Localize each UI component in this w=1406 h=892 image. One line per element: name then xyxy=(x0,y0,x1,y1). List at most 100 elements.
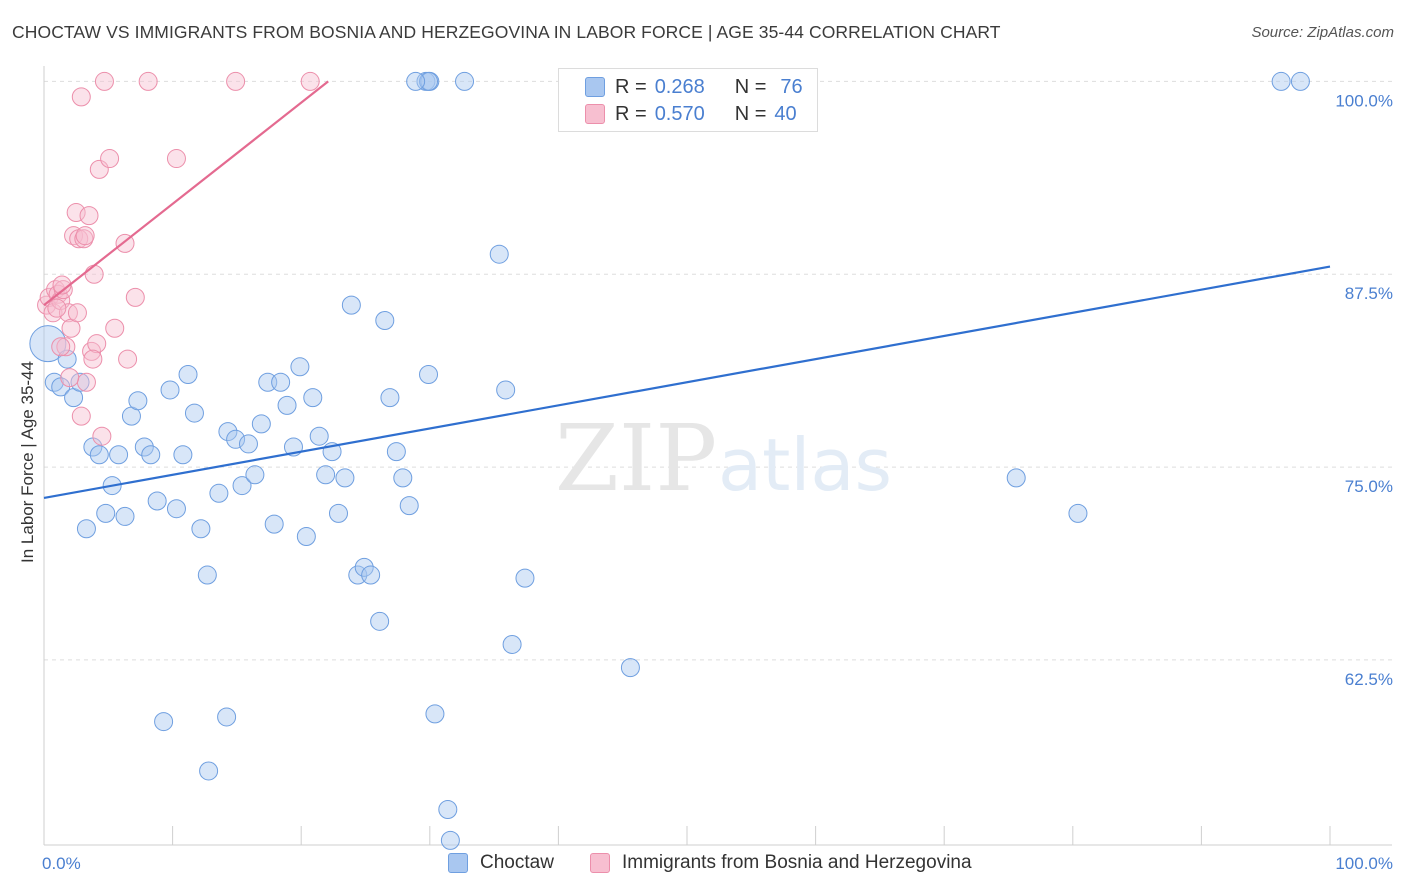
watermark: ZIP atlas xyxy=(555,405,892,512)
point-bosnia xyxy=(74,229,94,249)
point-choctaw xyxy=(154,712,174,732)
point-choctaw xyxy=(128,391,148,411)
point-choctaw xyxy=(375,311,395,331)
point-choctaw xyxy=(361,565,381,585)
point-choctaw xyxy=(440,830,460,850)
point-choctaw xyxy=(191,519,211,539)
point-choctaw xyxy=(328,503,348,523)
point-choctaw xyxy=(197,565,217,585)
y-tick-label: 62.5% xyxy=(1345,670,1393,689)
bottom-legend-swatch-bosnia xyxy=(590,853,610,873)
legend-n-label: N = xyxy=(734,102,767,125)
point-choctaw xyxy=(70,372,90,392)
bottom-legend-label-choctaw: Choctaw xyxy=(480,852,554,873)
legend-r-label: R = xyxy=(615,75,647,98)
point-choctaw xyxy=(489,244,509,264)
point-bosnia xyxy=(66,203,86,223)
point-choctaw xyxy=(316,465,336,485)
point-choctaw xyxy=(393,468,413,488)
point-choctaw xyxy=(290,357,310,377)
point-choctaw xyxy=(271,372,291,392)
point-choctaw xyxy=(178,365,198,385)
point-choctaw xyxy=(209,483,229,503)
point-choctaw xyxy=(309,426,329,446)
y-tick-label: 75.0% xyxy=(1345,477,1393,496)
tick-labels: 62.5% 75.0% 87.5% 100.0% 0.0% 100.0% xyxy=(42,91,1393,873)
point-choctaw xyxy=(386,442,406,462)
y-tick-label: 100.0% xyxy=(1335,91,1393,110)
legend-row-bosnia: R = 0.570 N = 40 xyxy=(585,101,797,127)
point-choctaw xyxy=(226,429,246,449)
point-choctaw xyxy=(1068,503,1088,523)
point-bosnia xyxy=(138,71,158,91)
legend-row-choctaw: R = 0.268 N = 76 xyxy=(585,74,803,100)
legend-n-value-bosnia: 40 xyxy=(774,102,797,125)
point-bosnia xyxy=(105,318,125,338)
point-choctaw xyxy=(335,468,355,488)
point-choctaw xyxy=(370,611,390,631)
point-choctaw xyxy=(515,568,535,588)
point-choctaw xyxy=(218,422,238,442)
legend-r-value-bosnia: 0.570 xyxy=(654,102,705,125)
point-choctaw xyxy=(380,388,400,408)
point-choctaw xyxy=(1006,468,1026,488)
point-choctaw xyxy=(184,403,204,423)
trend-line-bosnia xyxy=(43,80,329,306)
point-choctaw xyxy=(29,325,67,363)
watermark-atlas: atlas xyxy=(718,423,892,507)
point-bosnia xyxy=(67,303,87,323)
point-bosnia xyxy=(60,368,80,388)
scatter-points xyxy=(29,71,1310,850)
point-bosnia xyxy=(56,337,76,357)
point-choctaw xyxy=(455,71,475,91)
point-choctaw xyxy=(76,519,96,539)
point-bosnia xyxy=(100,149,120,169)
bottom-legend-label-bosnia: Immigrants from Bosnia and Herzegovina xyxy=(622,852,972,873)
point-bosnia xyxy=(51,337,71,357)
point-choctaw xyxy=(238,434,258,454)
point-choctaw xyxy=(620,658,640,678)
point-choctaw xyxy=(147,491,167,511)
point-choctaw xyxy=(496,380,516,400)
trend-lines xyxy=(43,80,1331,500)
point-bosnia xyxy=(87,334,107,354)
x-tick-label-end: 100.0% xyxy=(1335,854,1393,873)
point-bosnia xyxy=(64,226,84,246)
point-choctaw xyxy=(406,71,426,91)
point-choctaw xyxy=(141,445,161,465)
point-bosnia xyxy=(47,298,67,318)
point-choctaw xyxy=(303,388,323,408)
grid-lines xyxy=(44,80,1392,661)
point-choctaw xyxy=(199,761,219,781)
point-bosnia xyxy=(118,349,138,369)
point-choctaw xyxy=(89,445,109,465)
chart-title: CHOCTAW VS IMMIGRANTS FROM BOSNIA AND HE… xyxy=(12,22,1001,42)
point-choctaw xyxy=(166,499,186,519)
y-axis-label: In Labor Force | Age 35-44 xyxy=(18,361,37,563)
legend-n-value-choctaw: 76 xyxy=(780,75,803,98)
legend-swatch-choctaw xyxy=(585,77,605,97)
point-bosnia xyxy=(75,226,95,246)
point-choctaw xyxy=(354,557,374,577)
point-bosnia xyxy=(84,264,104,284)
point-bosnia xyxy=(300,71,320,91)
point-choctaw xyxy=(217,707,237,727)
legend-swatch-bosnia xyxy=(585,104,605,124)
bottom-legend-bosnia: Immigrants from Bosnia and Herzegovina xyxy=(590,852,972,874)
point-choctaw xyxy=(1290,71,1310,91)
point-choctaw xyxy=(399,496,419,516)
point-bosnia xyxy=(92,426,112,446)
point-bosnia xyxy=(166,149,186,169)
point-choctaw xyxy=(438,800,458,820)
point-choctaw xyxy=(341,295,361,315)
point-choctaw xyxy=(502,634,522,654)
legend-n-label: N = xyxy=(734,75,767,98)
point-choctaw xyxy=(245,465,265,485)
point-choctaw xyxy=(1271,71,1291,91)
point-choctaw xyxy=(419,365,439,385)
source-label: Source: ZipAtlas.com xyxy=(1251,24,1394,41)
point-choctaw xyxy=(173,445,193,465)
stats-legend: R = 0.268 N = 76 R = 0.570 N = 40 xyxy=(558,68,818,132)
point-choctaw xyxy=(115,506,135,526)
